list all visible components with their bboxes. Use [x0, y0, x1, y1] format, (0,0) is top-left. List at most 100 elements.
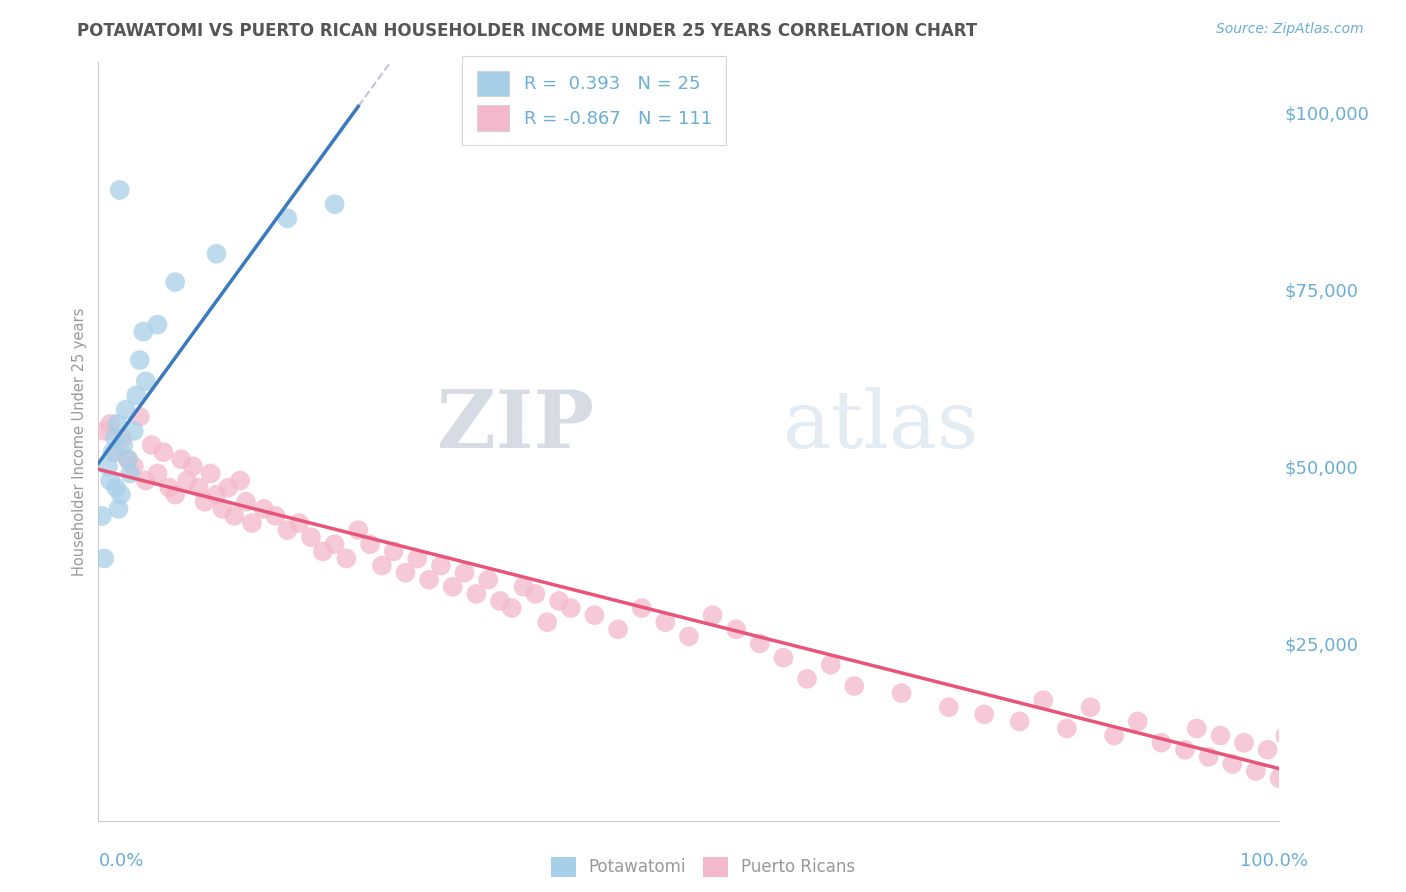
Point — [748, 636, 770, 650]
Point — [288, 516, 311, 530]
Point — [104, 431, 127, 445]
Point — [347, 523, 370, 537]
Point — [110, 488, 132, 502]
Point — [938, 700, 960, 714]
Point — [1327, 771, 1350, 785]
Point — [1286, 756, 1309, 771]
Point — [97, 459, 120, 474]
Point — [98, 417, 121, 431]
Point — [796, 672, 818, 686]
Point — [1174, 743, 1197, 757]
Point — [489, 594, 512, 608]
Point — [453, 566, 475, 580]
Legend: Potawatomi, Puerto Ricans: Potawatomi, Puerto Ricans — [544, 850, 862, 884]
Point — [1056, 722, 1078, 736]
Point — [98, 474, 121, 488]
Point — [844, 679, 866, 693]
Point — [105, 481, 128, 495]
Point — [725, 623, 748, 637]
Point — [359, 537, 381, 551]
Point — [276, 211, 298, 226]
Point — [135, 374, 157, 388]
Point — [890, 686, 912, 700]
Point — [276, 523, 298, 537]
Point — [1080, 700, 1102, 714]
Point — [323, 197, 346, 211]
Point — [1233, 736, 1256, 750]
Point — [187, 481, 209, 495]
Point — [1198, 750, 1220, 764]
Point — [583, 608, 606, 623]
Point — [229, 474, 252, 488]
Point — [224, 508, 246, 523]
Point — [1381, 799, 1403, 814]
Text: 100.0%: 100.0% — [1240, 852, 1308, 870]
Point — [122, 424, 145, 438]
Point — [235, 495, 257, 509]
Point — [128, 353, 150, 368]
Point — [176, 474, 198, 488]
Point — [536, 615, 558, 630]
Point — [132, 325, 155, 339]
Point — [117, 452, 139, 467]
Point — [125, 388, 148, 402]
Point — [105, 445, 128, 459]
Point — [157, 481, 180, 495]
Point — [299, 530, 322, 544]
Point — [1185, 722, 1208, 736]
Point — [973, 707, 995, 722]
Point — [253, 501, 276, 516]
Point — [146, 318, 169, 332]
Point — [418, 573, 440, 587]
Point — [630, 601, 652, 615]
Point — [1339, 750, 1361, 764]
Point — [120, 467, 142, 481]
Point — [141, 438, 163, 452]
Point — [105, 417, 128, 431]
Point — [312, 544, 335, 558]
Point — [91, 508, 114, 523]
Point — [107, 501, 129, 516]
Point — [165, 275, 187, 289]
Point — [211, 501, 233, 516]
Point — [477, 573, 499, 587]
Point — [1268, 771, 1291, 785]
Point — [406, 551, 429, 566]
Point — [607, 623, 630, 637]
Point — [205, 488, 228, 502]
Point — [264, 508, 287, 523]
Point — [1386, 792, 1406, 806]
Point — [1357, 785, 1379, 799]
Point — [382, 544, 405, 558]
Point — [200, 467, 222, 481]
Point — [1032, 693, 1054, 707]
Point — [335, 551, 357, 566]
Point — [501, 601, 523, 615]
Point — [1257, 743, 1279, 757]
Point — [111, 431, 134, 445]
Point — [323, 537, 346, 551]
Point — [772, 650, 794, 665]
Point — [820, 657, 842, 672]
Point — [146, 467, 169, 481]
Point — [678, 629, 700, 643]
Point — [560, 601, 582, 615]
Y-axis label: Householder Income Under 25 years: Householder Income Under 25 years — [72, 308, 87, 575]
Point — [430, 558, 453, 573]
Point — [165, 488, 187, 502]
Point — [1346, 756, 1368, 771]
Point — [170, 452, 193, 467]
Point — [1008, 714, 1031, 729]
Text: ZIP: ZIP — [437, 387, 595, 466]
Point — [512, 580, 534, 594]
Point — [1150, 736, 1173, 750]
Point — [1292, 764, 1315, 778]
Point — [181, 459, 204, 474]
Point — [548, 594, 571, 608]
Point — [441, 580, 464, 594]
Point — [128, 409, 150, 424]
Point — [1398, 803, 1406, 817]
Point — [1368, 778, 1391, 792]
Point — [1375, 785, 1398, 799]
Point — [217, 481, 239, 495]
